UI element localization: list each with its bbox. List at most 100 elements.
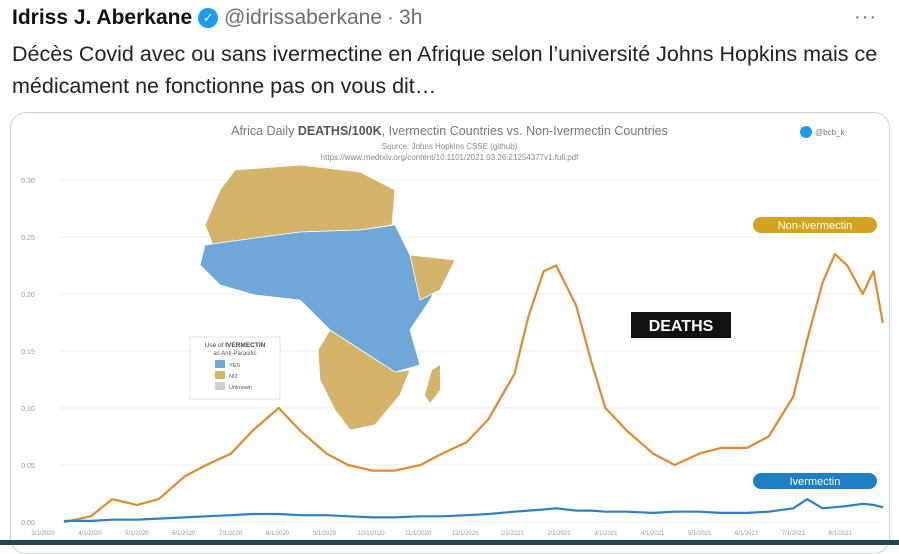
x-tick-label: 8/1/2020 bbox=[266, 531, 290, 537]
map-region-no-horn bbox=[409, 254, 456, 301]
map-region-yes bbox=[199, 224, 451, 373]
data-point bbox=[834, 506, 836, 508]
data-point bbox=[834, 253, 836, 255]
data-point bbox=[590, 509, 593, 512]
twitter-bird-icon bbox=[800, 126, 812, 138]
data-point bbox=[821, 507, 824, 510]
series-label: Ivermectin bbox=[790, 476, 841, 488]
map-legend-box bbox=[189, 336, 281, 400]
data-point bbox=[347, 464, 349, 466]
data-point bbox=[513, 510, 516, 513]
series-label: Non-Ivermectin bbox=[778, 220, 853, 232]
data-point bbox=[872, 270, 875, 273]
y-tick-label: 0.15 bbox=[21, 349, 35, 356]
data-point bbox=[555, 264, 557, 267]
data-point bbox=[698, 510, 701, 513]
data-point bbox=[325, 514, 328, 516]
tweet-media-image[interactable] bbox=[10, 112, 890, 554]
tweet-time[interactable]: 3h bbox=[399, 6, 423, 29]
series-label-pill bbox=[753, 217, 877, 233]
data-point bbox=[230, 452, 232, 455]
data-point bbox=[183, 475, 186, 478]
chart-url: https://www.medrxiv.org/content/10.1101/… bbox=[320, 153, 579, 162]
x-tick-label: 3/1/2021 bbox=[594, 531, 618, 537]
data-point bbox=[299, 514, 302, 516]
data-point bbox=[542, 508, 545, 511]
data-point bbox=[136, 504, 138, 506]
data-point bbox=[371, 516, 374, 519]
data-point bbox=[881, 321, 884, 324]
chart-source: Source: Johns Hopkins CSSE (github) bbox=[381, 142, 518, 151]
data-point bbox=[767, 510, 770, 513]
x-tick-label: 7/1/2021 bbox=[782, 531, 806, 537]
data-point bbox=[575, 304, 577, 307]
data-point bbox=[555, 507, 557, 510]
data-point bbox=[720, 447, 722, 449]
data-point bbox=[465, 441, 468, 444]
x-tick-label: 4/1/2020 bbox=[78, 531, 102, 537]
legend-swatch bbox=[215, 371, 225, 379]
map-legend-subtitle: as Anti-Parasitic bbox=[213, 351, 256, 357]
deaths-annotation: DEATHS bbox=[649, 318, 714, 335]
chart-title-bold: DEATHS/100K bbox=[297, 124, 382, 138]
deaths-annotation-box bbox=[631, 312, 731, 338]
data-point bbox=[251, 430, 254, 432]
tweet-header: Idriss J. Aberkane ✓ @idrissaberkane · 3… bbox=[12, 4, 422, 32]
data-point bbox=[746, 512, 748, 514]
x-tick-label: 9/1/2020 bbox=[313, 531, 337, 537]
data-point bbox=[652, 512, 654, 514]
y-tick-label: 0.30 bbox=[21, 178, 35, 185]
data-point bbox=[513, 373, 516, 375]
chart-title-prefix: Africa Daily bbox=[231, 124, 298, 138]
data-point bbox=[441, 452, 443, 455]
data-point bbox=[527, 316, 530, 318]
more-horizontal-icon[interactable]: ··· bbox=[854, 6, 877, 28]
data-point bbox=[746, 447, 748, 449]
chart-title: Africa Daily DEATHS/100K, Ivermectin Cou… bbox=[0, 124, 899, 138]
x-tick-label: 6/1/2021 bbox=[735, 531, 759, 537]
series-line-ivermectin bbox=[64, 498, 883, 522]
data-point bbox=[230, 514, 232, 516]
author-name[interactable]: Idriss J. Aberkane bbox=[12, 6, 193, 29]
data-point bbox=[821, 281, 824, 284]
data-point bbox=[806, 498, 809, 501]
verified-check-icon: ✓ bbox=[198, 8, 219, 28]
data-point bbox=[111, 498, 114, 501]
data-point bbox=[698, 452, 701, 455]
map-legend-title: Use of IVERMECTIN bbox=[205, 342, 266, 349]
x-tick-label: 12/1/2020 bbox=[452, 531, 479, 537]
africa-map: Use of IVERMECTIN as Anti-Parasitic YES N… bbox=[189, 164, 456, 431]
legend-label: YES bbox=[229, 363, 240, 369]
data-point bbox=[604, 407, 607, 409]
data-point bbox=[347, 515, 349, 518]
tweet-text: Décès Covid avec ou sans ivermectine en … bbox=[12, 42, 878, 98]
data-point bbox=[299, 430, 302, 432]
data-point bbox=[872, 504, 875, 506]
x-tick-label: 2/1/2021 bbox=[547, 531, 571, 537]
legend-label: NO bbox=[229, 374, 238, 380]
data-point bbox=[157, 517, 160, 520]
data-point bbox=[604, 510, 607, 513]
data-point bbox=[806, 338, 809, 341]
data-point bbox=[673, 510, 676, 513]
data-point bbox=[673, 464, 676, 466]
data-point bbox=[157, 498, 160, 501]
data-point bbox=[205, 515, 208, 518]
author-handle[interactable]: @idrissaberkane bbox=[224, 6, 383, 29]
data-point bbox=[487, 418, 490, 421]
data-point bbox=[652, 452, 654, 455]
map-region-no-south bbox=[317, 329, 411, 431]
data-point bbox=[767, 435, 770, 438]
data-point bbox=[527, 509, 530, 512]
legend-swatch bbox=[215, 382, 225, 390]
data-point bbox=[89, 520, 92, 522]
separator: · bbox=[387, 6, 395, 29]
map-madagascar bbox=[425, 365, 440, 403]
data-point bbox=[590, 361, 593, 364]
data-point bbox=[136, 518, 138, 521]
x-tick-label: 5/1/2021 bbox=[688, 531, 712, 537]
data-point bbox=[720, 512, 722, 514]
data-point bbox=[861, 502, 864, 505]
data-point bbox=[861, 293, 864, 295]
